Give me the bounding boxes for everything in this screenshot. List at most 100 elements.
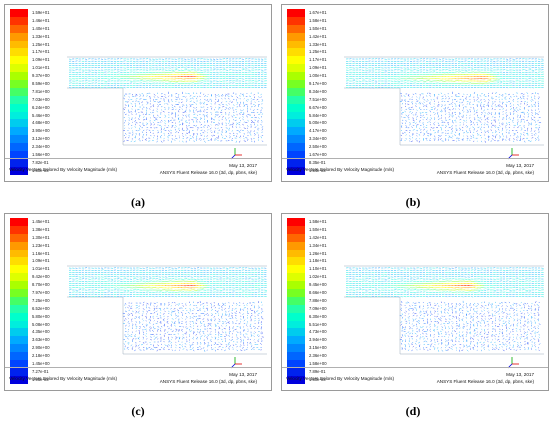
legend-swatch <box>287 320 305 329</box>
legend-swatch <box>287 24 305 33</box>
legend-label: 1.58e+00 <box>309 361 327 367</box>
legend-swatch <box>287 48 305 57</box>
legend-swatch <box>287 127 305 136</box>
legend-label: 1.67e+00 <box>309 152 327 158</box>
panel-a: 1.59e+01 1.46e+01 1.40e+01 1.33e+01 1.25e+01… <box>4 4 272 182</box>
legend-swatch <box>287 56 305 65</box>
legend-label: 1.50e+01 <box>309 25 327 31</box>
legend-label: 3.63e+00 <box>32 337 50 343</box>
legend-label: 1.38e+01 <box>32 226 50 232</box>
legend-swatch <box>287 64 305 73</box>
legend-swatch <box>287 241 305 250</box>
vector-glyphs <box>344 56 544 146</box>
legend-swatch <box>10 273 28 282</box>
legend-label: 6.52e+00 <box>32 305 50 311</box>
caption-d: (d) <box>405 404 421 418</box>
legend-swatch <box>10 143 28 152</box>
legend-swatch <box>287 360 305 368</box>
vector-glyphs <box>67 265 267 355</box>
legend-swatch <box>10 257 28 266</box>
legend-swatch <box>10 367 28 376</box>
legend-label: 1.26e+01 <box>309 250 327 256</box>
legend-label: 1.59e+01 <box>32 10 50 15</box>
plot-title: Velocity Vectors Colored By Velocity Mag… <box>9 167 117 172</box>
legend-label: 5.00e+00 <box>309 120 327 126</box>
legend-swatch <box>10 158 28 167</box>
legend-swatch <box>10 151 28 159</box>
legend-swatch <box>287 32 305 41</box>
software-label: ANSYS Fluent Release 16.0 (3d, dp, pbns,… <box>436 379 534 384</box>
legend-swatch <box>287 352 305 361</box>
legend-label: 1.60e-03 <box>32 167 49 173</box>
legend-label: 2.18e+00 <box>32 353 50 359</box>
legend-label: 1.00e+01 <box>309 73 327 79</box>
legend-swatch <box>287 265 305 274</box>
legend-swatch <box>287 151 305 159</box>
legend-label: 1.60e-03 <box>309 376 326 382</box>
legend-label: 7.25e+00 <box>32 297 50 303</box>
legend-label: 1.33e+01 <box>32 33 50 39</box>
legend-label: 6.30e+00 <box>309 313 327 319</box>
legend-label: 5.80e+00 <box>32 313 50 319</box>
legend-label: 5.08e+00 <box>32 321 50 327</box>
legend-swatch <box>287 257 305 266</box>
legend-label: 7.81e+00 <box>32 88 50 94</box>
legend-swatch <box>287 9 305 17</box>
legend-label: 9.37e+00 <box>32 73 50 79</box>
legend-swatch <box>10 111 28 120</box>
legend-label: 1.42e+01 <box>309 234 327 240</box>
legend-swatch <box>10 166 28 175</box>
legend-swatch <box>287 225 305 234</box>
legend-label: 1.45e+01 <box>32 219 50 224</box>
footer-divider <box>5 158 271 159</box>
legend-swatch <box>10 32 28 41</box>
software-label: ANSYS Fluent Release 16.0 (3d, dp, pbns,… <box>159 170 257 175</box>
legend-swatch <box>287 87 305 96</box>
legend-swatch <box>10 135 28 144</box>
legend-swatch <box>10 24 28 33</box>
legend-swatch <box>287 233 305 242</box>
panel-c: 1.45e+01 1.38e+01 1.30e+01 1.23e+01 1.16e+01… <box>4 213 272 391</box>
legend-swatch <box>10 344 28 353</box>
software-label: ANSYS Fluent Release 16.0 (3d, dp, pbns,… <box>436 170 534 175</box>
software-label: ANSYS Fluent Release 16.0 (3d, dp, pbns,… <box>159 379 257 384</box>
legend-swatch <box>10 281 28 290</box>
legend-label: 7.82e-01 <box>32 159 49 165</box>
domain-outline <box>344 265 544 355</box>
vector-glyphs <box>67 56 267 146</box>
legend-swatch <box>287 218 305 226</box>
legend-swatch <box>287 158 305 167</box>
legend-swatch <box>287 143 305 152</box>
legend-label: 1.34e+01 <box>309 242 327 248</box>
legend-label: 7.88e+00 <box>309 297 327 303</box>
legend-label: 4.73e+00 <box>309 329 327 335</box>
legend-label: 1.09e+01 <box>32 57 50 63</box>
plot-title: Velocity Vectors Colored By Velocity Mag… <box>9 376 117 381</box>
legend-label: 3.34e+00 <box>309 136 327 142</box>
legend-swatch <box>10 352 28 361</box>
legend-swatch <box>10 289 28 297</box>
caption-c: (c) <box>131 404 145 418</box>
legend-swatch <box>10 218 28 226</box>
legend-swatch <box>10 304 28 313</box>
legend-swatch <box>10 265 28 274</box>
footer-divider <box>282 367 548 368</box>
plot-title: Velocity Vectors Colored By Velocity Mag… <box>286 376 394 381</box>
legend-swatch <box>10 320 28 329</box>
legend-label: 5.46e+00 <box>32 112 50 118</box>
legend-label: 9.17e+00 <box>309 81 327 87</box>
legend-label: 1.18e+01 <box>309 258 327 264</box>
legend-label: 5.84e+00 <box>309 112 327 118</box>
legend-swatch <box>287 281 305 290</box>
domain-outline <box>67 56 267 146</box>
legend-label: 3.12e+00 <box>32 136 50 142</box>
legend-swatch <box>10 87 28 96</box>
legend-swatch <box>10 80 28 88</box>
legend-label: 2.90e+00 <box>32 345 50 351</box>
legend-label: 1.17e+01 <box>32 49 50 55</box>
legend-label: 2.34e+00 <box>32 144 50 150</box>
legend-label: 1.02e+01 <box>309 274 327 280</box>
legend-label: 3.90e+00 <box>32 128 50 134</box>
legend-label: 2.36e+00 <box>309 353 327 359</box>
vector-field-plot <box>67 56 267 160</box>
